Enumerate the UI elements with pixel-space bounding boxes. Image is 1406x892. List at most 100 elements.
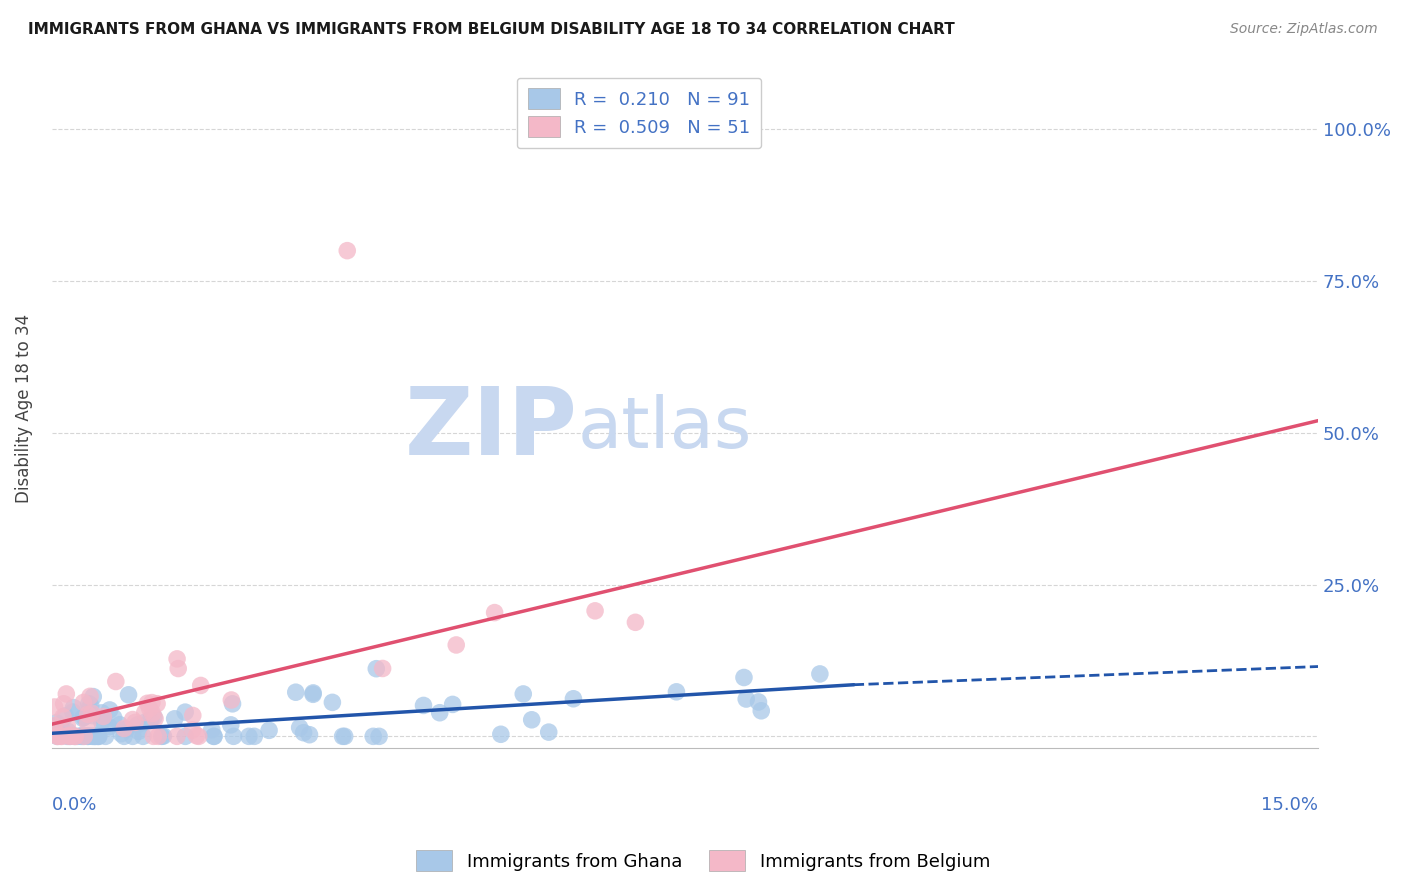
Point [127, 718, 149, 732]
Text: ZIP: ZIP [405, 383, 578, 475]
Point [55, 687, 77, 701]
Point [336, 244, 359, 258]
Point [87, 729, 110, 743]
Point [735, 692, 758, 706]
Point [624, 615, 647, 630]
Point [44, 718, 66, 732]
Point [87, 729, 110, 743]
Point [665, 685, 688, 699]
Point [63, 729, 86, 743]
Point [749, 704, 772, 718]
Point [56, 719, 79, 733]
Point [66, 729, 89, 743]
Point [321, 695, 343, 709]
Point [141, 696, 163, 710]
Point [83, 729, 105, 743]
Point [103, 711, 125, 725]
Point [132, 729, 155, 743]
Text: 15.0%: 15.0% [1261, 796, 1319, 814]
Point [56, 724, 79, 739]
Text: 0.0%: 0.0% [52, 796, 97, 814]
Point [84, 729, 107, 743]
Point [42, 719, 65, 733]
Point [44, 700, 66, 714]
Point [808, 667, 831, 681]
Point [143, 710, 166, 724]
Point [46, 729, 69, 743]
Point [52, 697, 75, 711]
Point [520, 713, 543, 727]
Point [73, 729, 96, 743]
Point [186, 729, 208, 743]
Point [62, 700, 84, 714]
Point [76, 716, 98, 731]
Point [112, 729, 135, 743]
Point [292, 725, 315, 739]
Point [56, 729, 79, 743]
Point [90, 706, 112, 720]
Point [72, 728, 94, 742]
Point [139, 713, 162, 727]
Point [222, 729, 245, 743]
Point [70, 729, 93, 743]
Point [52, 710, 75, 724]
Point [93, 709, 115, 723]
Point [332, 729, 354, 743]
Legend: R =  0.210   N = 91, R =  0.509   N = 51: R = 0.210 N = 91, R = 0.509 N = 51 [516, 78, 762, 148]
Point [45, 715, 67, 730]
Point [221, 693, 243, 707]
Point [201, 723, 224, 737]
Point [166, 729, 188, 743]
Point [142, 729, 165, 743]
Text: atlas: atlas [578, 394, 752, 464]
Point [243, 729, 266, 743]
Point [117, 688, 139, 702]
Text: Source: ZipAtlas.com: Source: ZipAtlas.com [1230, 22, 1378, 37]
Point [187, 729, 209, 743]
Point [221, 697, 243, 711]
Point [136, 696, 159, 710]
Point [512, 687, 534, 701]
Point [366, 662, 388, 676]
Point [333, 729, 356, 743]
Point [484, 606, 506, 620]
Point [219, 718, 242, 732]
Point [562, 691, 585, 706]
Point [104, 674, 127, 689]
Point [98, 703, 121, 717]
Point [72, 711, 94, 725]
Point [46, 729, 69, 743]
Point [134, 714, 156, 729]
Point [90, 715, 112, 730]
Point [124, 715, 146, 730]
Point [112, 722, 135, 736]
Point [166, 652, 188, 666]
Point [79, 690, 101, 704]
Point [167, 661, 190, 675]
Point [65, 729, 87, 743]
Point [121, 729, 143, 743]
Point [733, 671, 755, 685]
Point [94, 729, 117, 743]
Point [108, 717, 131, 731]
Point [368, 729, 391, 743]
Point [82, 708, 104, 723]
Point [150, 729, 173, 743]
Point [80, 698, 103, 713]
Point [238, 729, 260, 743]
Point [429, 706, 451, 720]
Point [412, 698, 434, 713]
Point [59, 728, 82, 742]
Point [72, 696, 94, 710]
Point [51, 729, 73, 743]
Point [152, 729, 174, 743]
Point [489, 727, 512, 741]
Point [53, 708, 76, 723]
Y-axis label: Disability Age 18 to 34: Disability Age 18 to 34 [15, 314, 32, 503]
Point [148, 729, 170, 743]
Point [82, 690, 104, 704]
Point [174, 705, 197, 719]
Point [134, 706, 156, 720]
Point [298, 728, 321, 742]
Point [128, 724, 150, 739]
